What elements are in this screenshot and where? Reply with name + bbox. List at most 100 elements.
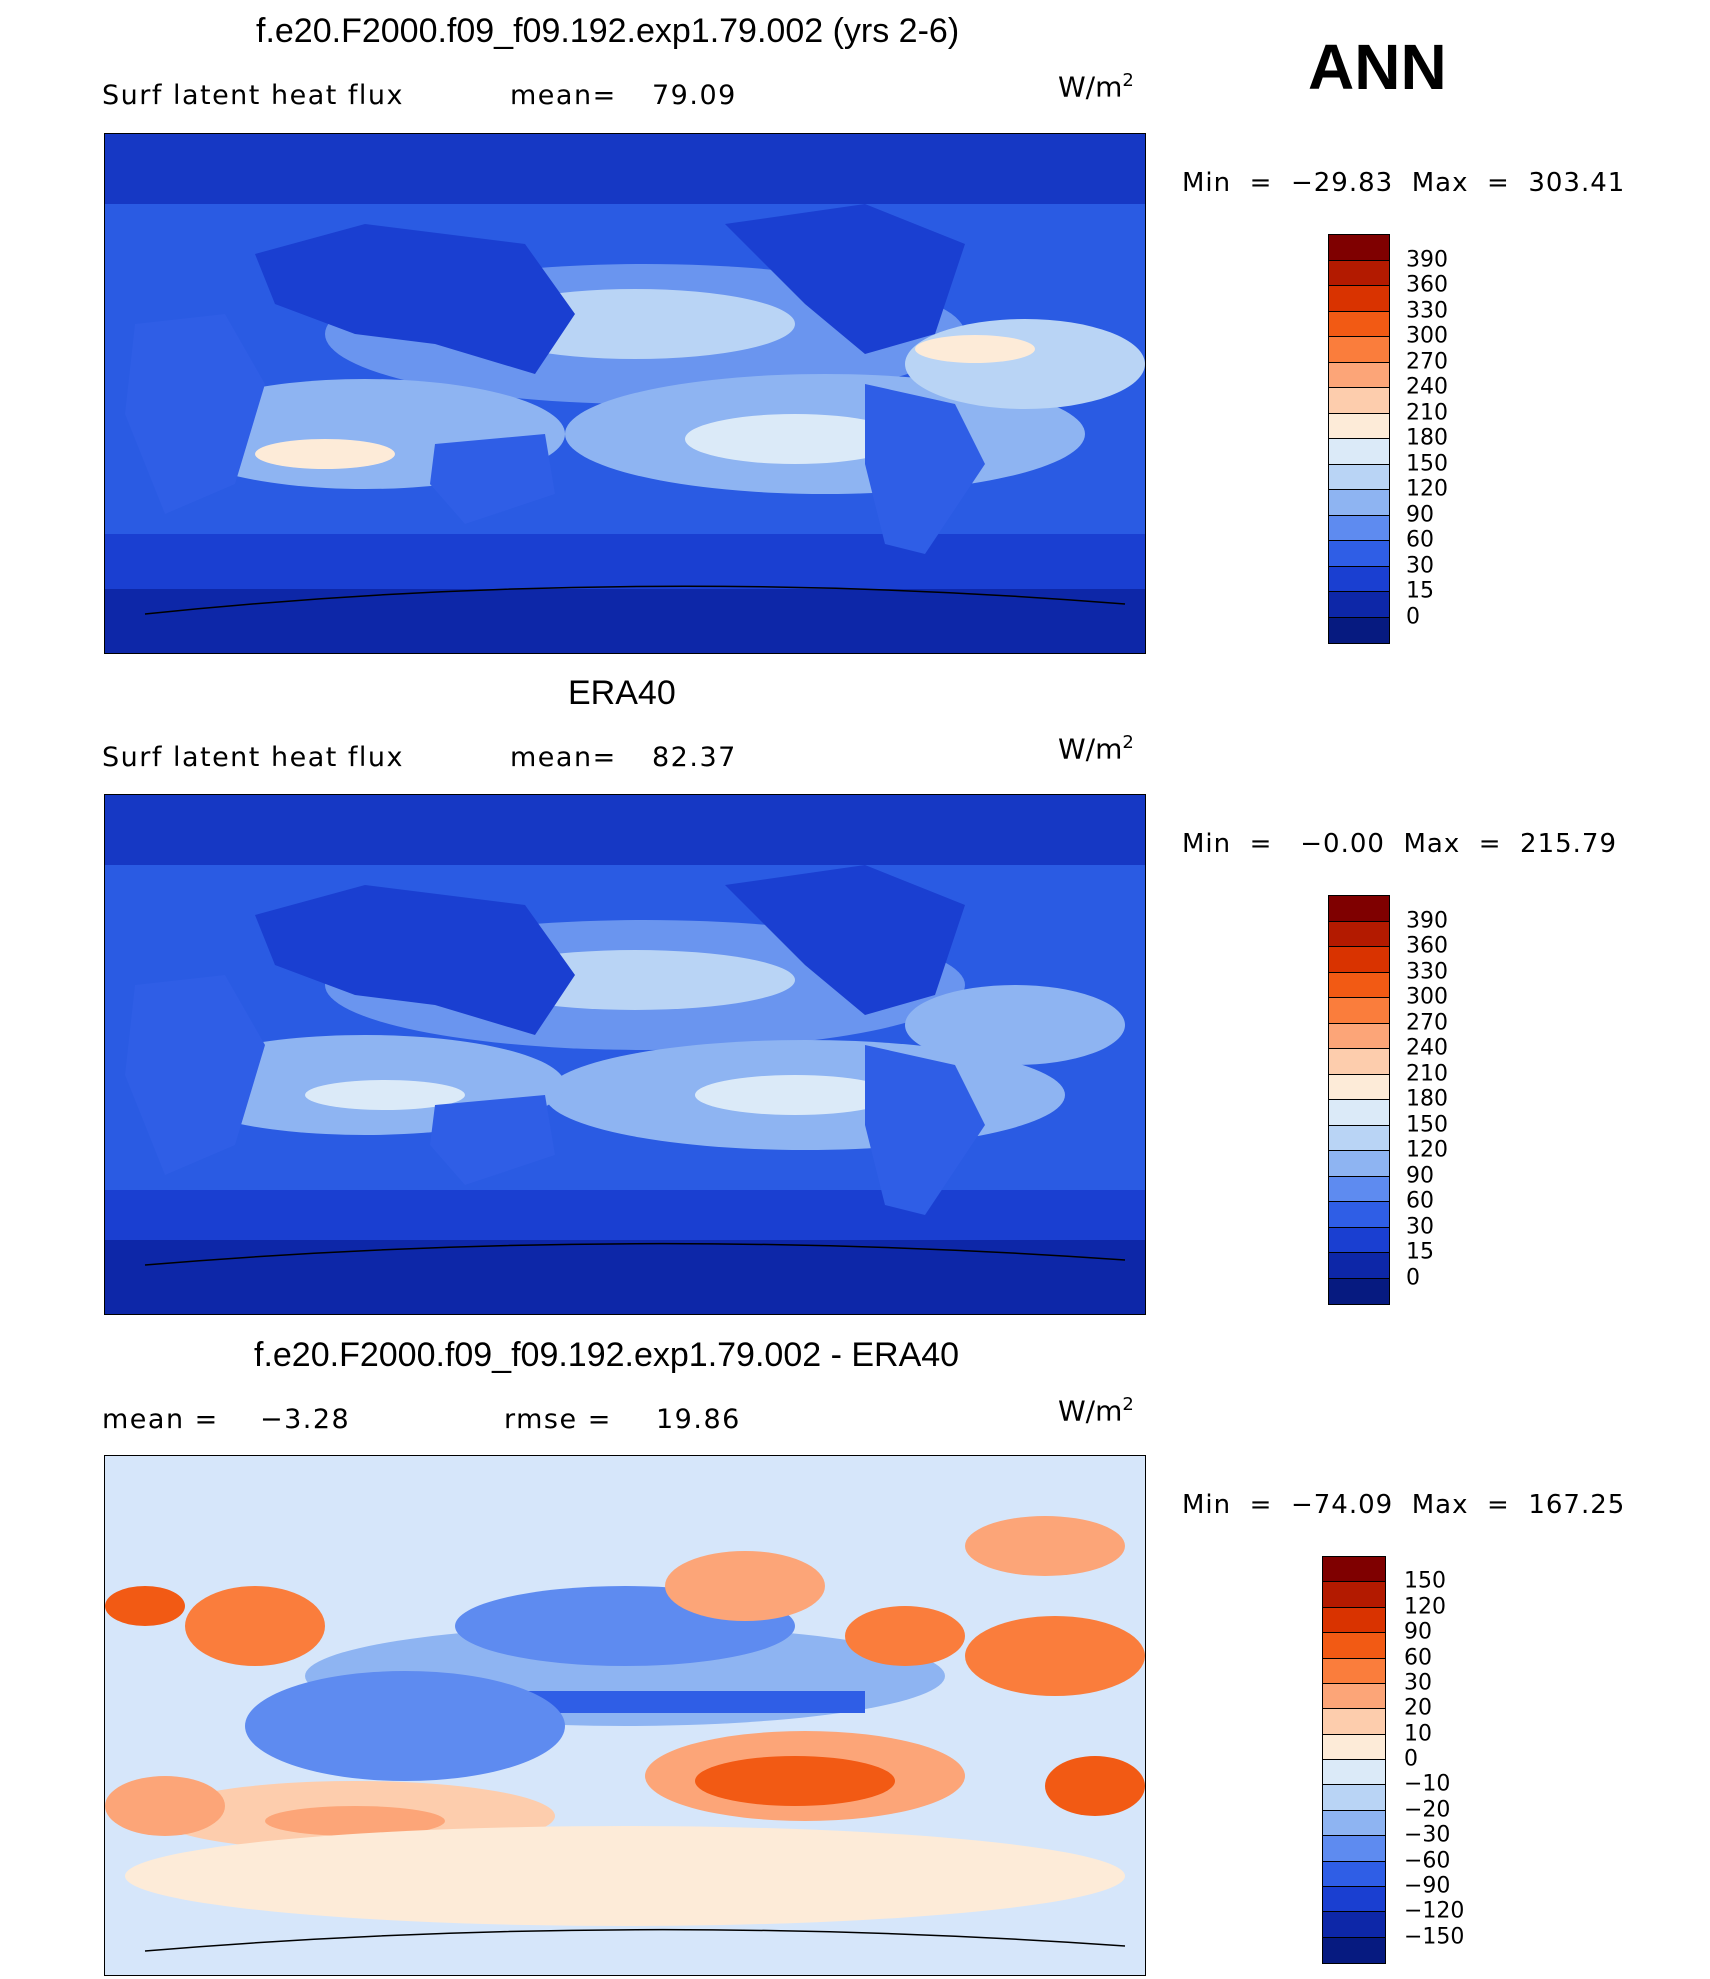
mean-label: mean=: [510, 742, 617, 773]
colorbar-tick-label: 10: [1404, 1721, 1432, 1747]
panel-title: ERA40: [568, 674, 676, 712]
colorbar-swatch: [1323, 1633, 1385, 1659]
colorbar-swatch: [1329, 1023, 1389, 1049]
colorbar-tick-label: 270: [1406, 1010, 1448, 1035]
colorbar-swatch: [1323, 1861, 1385, 1887]
colorbar-swatch: [1329, 947, 1389, 973]
map-diff: [104, 1455, 1146, 1976]
colorbar-swatch: [1329, 1100, 1389, 1126]
colorbar-tick-label: 90: [1406, 502, 1434, 527]
colorbar-swatch: [1329, 1227, 1389, 1253]
unit-label: W/m2: [1058, 1394, 1134, 1428]
colorbar-tick-label: 0: [1404, 1746, 1418, 1772]
colorbar-swatch: [1323, 1937, 1385, 1963]
colorbar-tick-label: 270: [1406, 349, 1448, 374]
colorbar-swatch: [1329, 1049, 1389, 1075]
map-model: [104, 133, 1146, 654]
colorbar-tick-label: 150: [1406, 1112, 1448, 1137]
variable-label: Surf latent heat flux: [102, 742, 405, 773]
colorbar-swatch: [1329, 541, 1389, 567]
colorbar-swatch: [1323, 1709, 1385, 1735]
colorbar-tick-label: −90: [1404, 1873, 1451, 1899]
colorbar-tick-label: −10: [1404, 1771, 1451, 1797]
variable-label: Surf latent heat flux: [102, 80, 405, 111]
colorbar-tick-label: 390: [1406, 908, 1448, 933]
colorbar-tick-label: 360: [1406, 933, 1448, 959]
colorbar-tick-label: 15: [1406, 578, 1434, 604]
colorbar-swatch: [1329, 1253, 1389, 1279]
colorbar: [1328, 895, 1390, 1305]
colorbar-tick-label: 180: [1406, 1086, 1448, 1112]
colorbar-tick-label: 60: [1406, 527, 1434, 553]
colorbar-swatch: [1329, 1176, 1389, 1202]
colorbar-tick-label: 120: [1406, 1137, 1448, 1163]
colorbar-swatch: [1329, 413, 1389, 439]
colorbar-swatch: [1323, 1912, 1385, 1938]
colorbar-tick-label: 90: [1404, 1619, 1432, 1645]
colorbar-swatch: [1329, 388, 1389, 414]
panel-title: f.e20.F2000.f09_f09.192.exp1.79.002 (yrs…: [256, 12, 960, 50]
colorbar-tick-label: 30: [1406, 553, 1434, 578]
colorbar-swatch: [1323, 1810, 1385, 1837]
map-model-svg: [105, 134, 1145, 653]
colorbar-swatch: [1329, 235, 1389, 261]
colorbar-tick-label: −20: [1404, 1797, 1451, 1823]
season-label: ANN: [1308, 31, 1447, 103]
colorbar: [1328, 234, 1390, 644]
colorbar-tick-label: −120: [1404, 1898, 1465, 1924]
colorbar-tick-label: −30: [1404, 1822, 1451, 1848]
colorbar-tick-label: 180: [1406, 425, 1448, 451]
colorbar-swatch: [1323, 1836, 1385, 1862]
colorbar-tick-label: 330: [1406, 959, 1448, 984]
colorbar-tick-label: 240: [1406, 374, 1448, 400]
colorbar-tick-label: 0: [1406, 604, 1420, 629]
colorbar-tick-label: 360: [1406, 272, 1448, 298]
mean-value: −3.28: [260, 1404, 351, 1435]
min-max-label: Min = −29.83 Max = 303.41: [1182, 168, 1626, 198]
colorbar-swatch: [1329, 311, 1389, 337]
panel-title: f.e20.F2000.f09_f09.192.exp1.79.002 - ER…: [254, 1336, 960, 1374]
colorbar-swatch: [1329, 617, 1389, 643]
colorbar-tick-label: −60: [1404, 1848, 1451, 1873]
colorbar-swatch: [1329, 921, 1389, 947]
colorbar-swatch: [1329, 998, 1389, 1024]
mean-value: 82.37: [652, 742, 737, 773]
colorbar-tick-label: 30: [1404, 1670, 1432, 1696]
min-max-label: Min = −74.09 Max = 167.25: [1182, 1490, 1626, 1520]
colorbar-swatch: [1323, 1760, 1385, 1786]
colorbar-tick-label: 240: [1406, 1035, 1448, 1061]
unit-label: W/m2: [1058, 70, 1134, 104]
colorbar-swatch: [1329, 286, 1389, 312]
colorbar-swatch: [1323, 1607, 1385, 1634]
colorbar-swatch: [1329, 260, 1389, 286]
unit-label: W/m2: [1058, 732, 1134, 766]
colorbar-tick-label: 30: [1406, 1214, 1434, 1239]
colorbar-tick-label: 120: [1406, 476, 1448, 502]
colorbar-swatch: [1329, 1278, 1389, 1304]
colorbar-swatch: [1329, 362, 1389, 388]
colorbar-tick-label: 120: [1404, 1594, 1446, 1620]
mean-value: 79.09: [652, 80, 737, 111]
colorbar-tick-label: 390: [1406, 247, 1448, 272]
colorbar-tick-label: 210: [1406, 400, 1448, 425]
rmse-label: rmse =: [504, 1404, 612, 1435]
colorbar-tick-label: 15: [1406, 1239, 1434, 1265]
colorbar-swatch: [1329, 592, 1389, 618]
colorbar-swatch: [1329, 1151, 1389, 1177]
colorbar-tick-label: 150: [1404, 1568, 1446, 1594]
colorbar-swatch: [1323, 1582, 1385, 1608]
colorbar-tick-label: 150: [1406, 451, 1448, 476]
colorbar-swatch: [1323, 1785, 1385, 1811]
colorbar-swatch: [1329, 490, 1389, 516]
colorbar-swatch: [1329, 515, 1389, 541]
colorbar-swatch: [1329, 896, 1389, 922]
colorbar-tick-label: 90: [1406, 1163, 1434, 1188]
min-max-label: Min = −0.00 Max = 215.79: [1182, 829, 1618, 859]
colorbar-swatch: [1323, 1734, 1385, 1760]
colorbar-tick-label: 300: [1406, 323, 1448, 349]
colorbar-swatch: [1329, 337, 1389, 363]
mean-label: mean =: [102, 1404, 219, 1435]
map-obs-svg: [105, 795, 1145, 1314]
colorbar-tick-label: 60: [1404, 1645, 1432, 1670]
colorbar-swatch: [1323, 1557, 1385, 1583]
